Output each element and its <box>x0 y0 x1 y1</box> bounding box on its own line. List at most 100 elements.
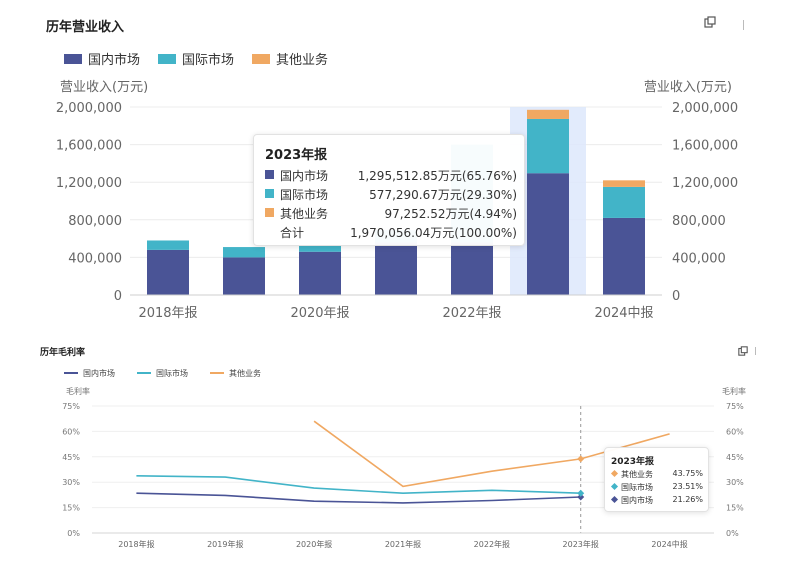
y-tick-label: 0% <box>67 529 80 538</box>
x-tick-label: 2023年报 <box>563 539 599 549</box>
tooltip-series-name: 国内市场 <box>280 169 329 183</box>
x-tick-label: 2019年报 <box>207 539 243 549</box>
margin-y-axis-name-right: 毛利率 <box>722 386 746 396</box>
legend-label: 其他业务 <box>229 368 261 378</box>
toolbar-divider <box>755 347 756 355</box>
revenue-tooltip-title: 2023年报 <box>265 148 328 163</box>
tooltip-series-name: 国际市场 <box>280 188 329 202</box>
diamond-marker-icon <box>610 482 619 491</box>
y-tick-label: 45% <box>726 453 744 462</box>
y-tick-label: 75% <box>726 402 744 411</box>
revenue-y-axis-name-left: 营业收入(万元) <box>60 80 148 95</box>
tooltip-series-name: 其他业务 <box>621 470 653 479</box>
margin-tooltip-title: 2023年报 <box>611 457 655 467</box>
margin-lines <box>136 420 670 504</box>
revenue-axis: 0 0 400,000 400,000 800,000 800,000 1,200,000 1… <box>56 101 738 321</box>
tooltip-series-name: 其他业务 <box>280 207 329 221</box>
tooltip-series-value: 577,290.67万元(29.30%) <box>369 188 517 202</box>
legend-swatch <box>265 189 274 198</box>
y-tick-label: 0% <box>726 529 739 538</box>
y-tick-label: 800,000 <box>672 214 726 229</box>
legend-swatch <box>252 54 270 64</box>
copy-icon[interactable] <box>738 345 748 359</box>
x-tick-label: 2018年报 <box>138 306 197 321</box>
y-tick-label: 60% <box>726 427 744 436</box>
bar-segment <box>527 118 569 174</box>
y-tick-label: 1,600,000 <box>672 139 738 154</box>
bar-segment <box>223 257 265 295</box>
y-tick-label: 30% <box>726 478 744 487</box>
y-tick-label: 400,000 <box>68 251 122 266</box>
margin-y-axis-name-left: 毛利率 <box>66 386 90 396</box>
y-tick-label: 45% <box>62 453 80 462</box>
legend-label: 国内市场 <box>83 368 115 378</box>
y-tick-label: 800,000 <box>68 214 122 229</box>
tooltip-total-value: 1,970,056.04万元(100.00%) <box>350 226 517 240</box>
y-tick-label: 400,000 <box>672 251 726 266</box>
margin-tooltip-row: 国际市场 23.51% <box>610 482 703 493</box>
y-tick-label: 0 <box>114 289 122 304</box>
revenue-tooltip-row: 其他业务 97,252.52万元(4.94%) <box>265 204 517 222</box>
bar-segment <box>147 240 189 250</box>
bar-segment <box>299 251 341 295</box>
bar-segment <box>527 109 569 119</box>
x-tick-label: 2024中报 <box>594 306 653 321</box>
y-tick-label: 30% <box>62 478 80 487</box>
y-tick-label: 1,200,000 <box>672 176 738 191</box>
y-tick-label: 15% <box>62 504 80 513</box>
margin-tooltip-row: 国内市场 21.26% <box>610 495 703 506</box>
legend-label: 其他业务 <box>276 52 328 68</box>
legend-swatch <box>158 54 176 64</box>
legend-label: 国际市场 <box>182 52 234 68</box>
revenue-y-axis-name-right: 营业收入(万元) <box>644 80 732 95</box>
y-tick-label: 75% <box>62 402 80 411</box>
y-tick-label: 1,600,000 <box>56 139 122 154</box>
bar-segment <box>603 217 645 295</box>
bar-segment <box>147 249 189 295</box>
series-line <box>136 475 581 495</box>
copy-icon[interactable] <box>704 16 716 31</box>
toolbar-divider <box>743 20 744 30</box>
y-tick-label: 1,200,000 <box>56 176 122 191</box>
y-tick-label: 2,000,000 <box>56 101 122 116</box>
revenue-chart-title: 历年营业收入 <box>46 20 125 35</box>
y-tick-label: 15% <box>726 504 744 513</box>
tooltip-series-value: 21.26% <box>672 495 703 504</box>
x-tick-label: 2018年报 <box>118 539 154 549</box>
tooltip-series-value: 43.75% <box>672 469 703 478</box>
diamond-marker-icon <box>610 495 619 504</box>
series-point <box>577 455 585 463</box>
tooltip-series-name: 国际市场 <box>621 483 653 492</box>
tooltip-series-value: 97,252.52万元(4.94%) <box>384 207 517 221</box>
revenue-chart: 国内市场 国际市场 其他业务 营业收入(万元) 营业收入(万元) 0 0400,000… <box>56 52 738 321</box>
revenue-tooltip: 2023年报 国内市场 1,295,512.85万元(65.76%) 国际市场 … <box>253 134 525 246</box>
legend-swatch <box>265 170 274 179</box>
legend-swatch <box>265 208 274 217</box>
series-point <box>577 489 585 497</box>
legend-swatch <box>64 54 82 64</box>
series-point <box>577 493 585 501</box>
y-tick-label: 0 <box>672 289 680 304</box>
revenue-tooltip-row: 国内市场 1,295,512.85万元(65.76%) <box>265 166 517 184</box>
tooltip-series-value: 23.51% <box>672 482 703 491</box>
bar-segment <box>603 186 645 218</box>
diamond-marker-icon <box>610 469 619 478</box>
tooltip-series-value: 1,295,512.85万元(65.76%) <box>357 169 517 183</box>
tooltip-series-name: 国内市场 <box>621 496 653 505</box>
bar-segment <box>451 242 493 295</box>
margin-tooltip-row: 其他业务 43.75% <box>610 469 703 480</box>
revenue-tooltip-row: 国际市场 577,290.67万元(29.30%) <box>265 185 517 203</box>
revenue-legend: 国内市场 国际市场 其他业务 <box>64 52 328 68</box>
legend-label: 国内市场 <box>88 52 140 68</box>
bar-segment <box>603 180 645 187</box>
x-tick-label: 2021年报 <box>385 539 421 549</box>
margin-chart-title: 历年毛利率 <box>40 348 86 358</box>
x-tick-label: 2020年报 <box>296 539 332 549</box>
bar-segment <box>527 173 569 295</box>
x-tick-label: 2024中报 <box>651 539 687 549</box>
x-tick-label: 2020年报 <box>290 306 349 321</box>
y-tick-label: 2,000,000 <box>672 101 738 116</box>
x-tick-label: 2022年报 <box>474 539 510 549</box>
legend-label: 国际市场 <box>156 368 188 378</box>
